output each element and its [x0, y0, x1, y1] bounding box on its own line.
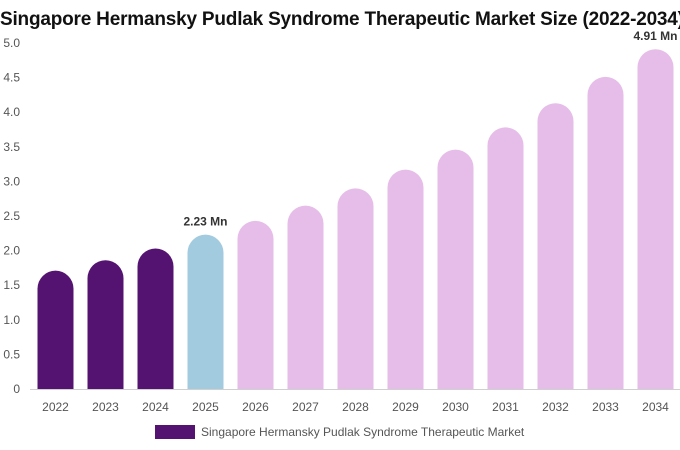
y-tick-label: 2.5	[3, 209, 20, 223]
y-tick-label: 4.5	[3, 71, 20, 85]
x-tick-label: 2022	[42, 400, 69, 414]
x-tick-label: 2030	[442, 400, 469, 414]
bar-2030[interactable]	[437, 149, 474, 389]
x-tick-label: 2034	[642, 400, 669, 414]
bar-2027[interactable]	[287, 205, 324, 389]
bar-2033[interactable]	[587, 76, 624, 390]
y-tick-label: 1.0	[3, 313, 20, 327]
x-tick-label: 2023	[92, 400, 119, 414]
y-tick-label: 4.0	[3, 105, 20, 119]
legend-swatch	[155, 425, 195, 439]
bar-2026[interactable]	[237, 220, 274, 389]
data-label: 4.91 Mn	[633, 29, 677, 43]
legend-label: Singapore Hermansky Pudlak Syndrome Ther…	[201, 425, 525, 439]
x-tick-label: 2033	[592, 400, 619, 414]
y-tick-label: 1.5	[3, 278, 20, 292]
y-tick-label: 0.5	[3, 347, 20, 361]
bar-2029[interactable]	[387, 169, 424, 389]
bar-2032[interactable]	[537, 103, 574, 389]
bar-2024[interactable]	[137, 248, 174, 389]
x-tick-label: 2026	[242, 400, 269, 414]
y-tick-label: 3.5	[3, 140, 20, 154]
y-tick-label: 0	[13, 382, 20, 396]
x-tick-label: 2032	[542, 400, 569, 414]
legend[interactable]: Singapore Hermansky Pudlak Syndrome Ther…	[155, 425, 524, 439]
data-label: 2.23 Mn	[183, 215, 227, 229]
bar-2028[interactable]	[337, 188, 374, 389]
y-tick-label: 5.0	[3, 36, 20, 50]
x-tick-label: 2028	[342, 400, 369, 414]
bar-2031[interactable]	[487, 127, 524, 389]
bar-2025[interactable]	[187, 234, 224, 389]
y-tick-label: 3.0	[3, 174, 20, 188]
chart-title: Singapore Hermansky Pudlak Syndrome Ther…	[0, 9, 680, 30]
x-tick-label: 2025	[192, 400, 219, 414]
y-tick-label: 2.0	[3, 244, 20, 258]
x-tick-label: 2024	[142, 400, 169, 414]
bar-2022[interactable]	[37, 270, 74, 389]
x-tick-label: 2027	[292, 400, 319, 414]
bar-2034[interactable]	[637, 49, 674, 389]
x-tick-label: 2031	[492, 400, 519, 414]
x-tick-label: 2029	[392, 400, 419, 414]
bar-2023[interactable]	[87, 260, 124, 389]
